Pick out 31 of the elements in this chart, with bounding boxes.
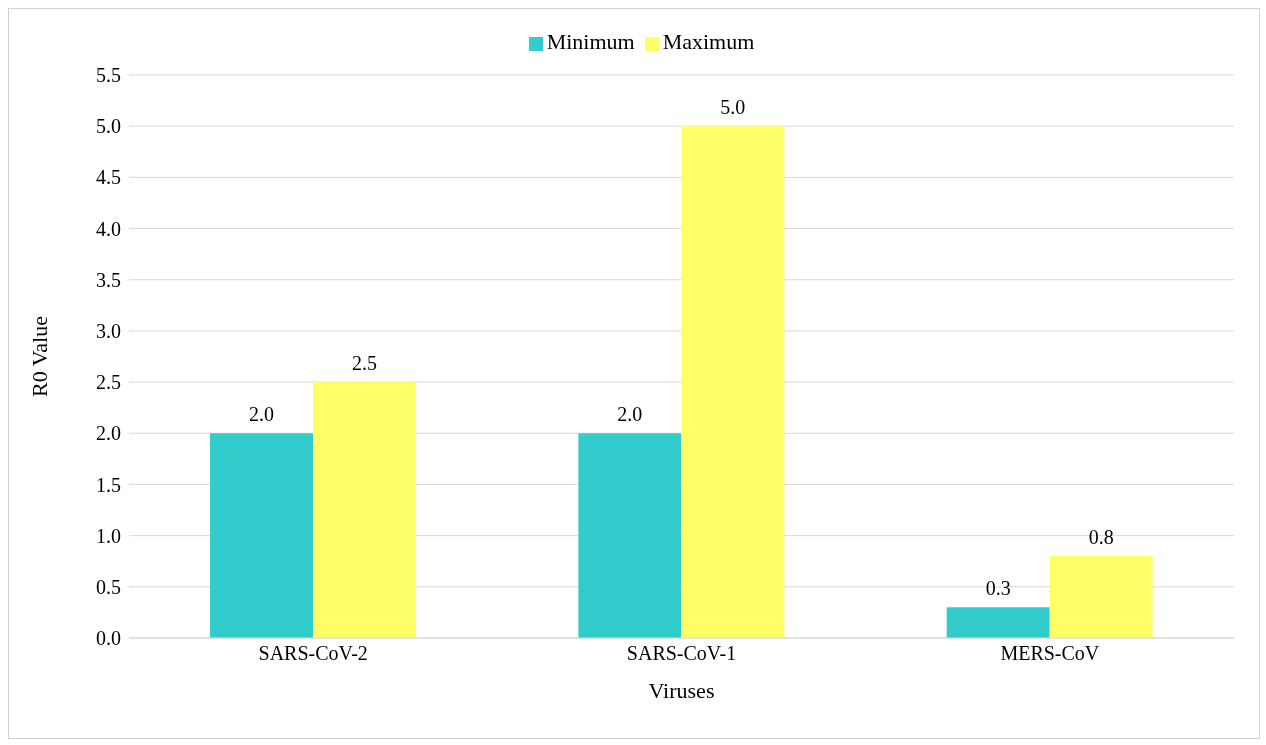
y-tick-label: 5.0 (96, 115, 121, 138)
y-tick-label: 3.0 (96, 320, 121, 343)
y-tick-label: 2.5 (96, 371, 121, 394)
y-tick-label: 5.5 (96, 64, 121, 87)
bar (578, 433, 682, 638)
bar (210, 433, 314, 638)
data-label: 2.5 (352, 352, 378, 375)
x-tick-label: SARS-CoV-2 (258, 642, 368, 665)
y-tick-label: 4.5 (96, 166, 121, 189)
bar (313, 382, 417, 638)
legend-label: Maximum (662, 29, 755, 54)
bar (681, 126, 785, 638)
y-axis-title: R0 Value (26, 316, 52, 397)
data-label: 5.0 (720, 96, 746, 119)
x-tick-label: MERS-CoV (1000, 642, 1100, 665)
y-tick-label: 4.0 (96, 217, 121, 240)
data-label: 2.0 (617, 403, 643, 426)
data-label: 0.3 (985, 577, 1011, 600)
x-axis-title: Viruses (648, 678, 715, 703)
bar (946, 607, 1050, 638)
y-tick-label: 1.0 (96, 524, 121, 547)
data-label: 0.8 (1088, 526, 1114, 549)
data-label: 2.0 (249, 403, 275, 426)
y-tick-label: 1.5 (96, 473, 121, 496)
y-tick-label: 0.0 (96, 627, 121, 650)
x-tick-label: SARS-CoV-1 (626, 642, 737, 665)
y-tick-label: 0.5 (96, 575, 121, 598)
y-tick-label: 2.0 (96, 422, 121, 445)
y-tick-label: 3.5 (96, 268, 121, 291)
bar (1049, 556, 1153, 638)
legend-label: Minimum (546, 29, 635, 54)
